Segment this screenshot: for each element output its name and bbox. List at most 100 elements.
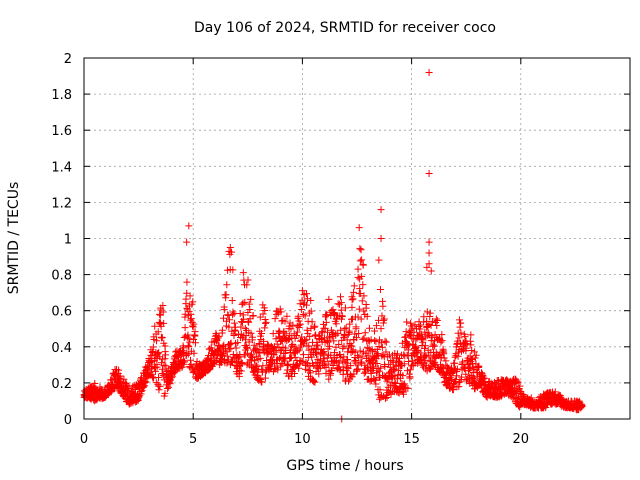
data-point <box>449 386 457 394</box>
data-point <box>289 321 297 329</box>
data-point <box>192 339 200 347</box>
data-point <box>298 287 306 295</box>
data-point <box>225 316 233 324</box>
data-point <box>348 296 356 304</box>
data-point <box>340 353 348 361</box>
data-point <box>296 320 304 328</box>
data-point <box>384 375 392 383</box>
data-point <box>186 292 194 300</box>
y-tick-label: 0 <box>64 413 72 428</box>
data-point <box>381 394 389 402</box>
data-point <box>252 361 260 369</box>
data-point <box>407 362 415 370</box>
data-point <box>159 308 167 316</box>
data-point <box>226 341 234 349</box>
data-point <box>311 322 319 330</box>
data-point <box>261 319 269 327</box>
outlier-point <box>425 68 433 76</box>
data-point <box>371 376 379 384</box>
data-point <box>239 269 247 277</box>
data-point <box>237 323 245 331</box>
data-point <box>149 373 157 381</box>
data-point <box>261 324 269 332</box>
data-point <box>433 321 441 329</box>
data-point <box>238 318 246 326</box>
data-point <box>307 324 315 332</box>
data-point <box>236 310 244 318</box>
data-point <box>281 357 289 365</box>
data-point <box>376 386 384 394</box>
outlier-point <box>425 170 433 178</box>
data-point <box>421 328 429 336</box>
grid <box>84 58 630 419</box>
data-point <box>313 341 321 349</box>
data-point <box>153 337 161 345</box>
data-point <box>410 328 418 336</box>
data-point <box>291 353 299 361</box>
data-point <box>341 325 349 333</box>
data-point <box>351 330 359 338</box>
data-point <box>360 369 368 377</box>
data-point <box>220 341 228 349</box>
data-point <box>341 304 349 312</box>
data-point <box>247 295 255 303</box>
data-point <box>296 300 304 308</box>
data-point <box>273 310 281 318</box>
ticks <box>83 57 630 420</box>
data-point <box>303 290 311 298</box>
data-point <box>346 320 354 328</box>
data-point <box>159 371 167 379</box>
data-point <box>379 302 387 310</box>
data-point <box>312 331 320 339</box>
data-point <box>376 285 384 293</box>
data-point <box>306 332 314 340</box>
y-tick-label: 0.4 <box>51 341 72 356</box>
data-point <box>318 328 326 336</box>
data-point <box>186 338 194 346</box>
data-point <box>349 295 357 303</box>
data-point <box>381 337 389 345</box>
data-point <box>375 367 383 375</box>
data-point <box>180 358 188 366</box>
data-point <box>352 356 360 364</box>
data-point <box>252 345 260 353</box>
data-point <box>187 356 195 364</box>
outlier-point <box>425 238 433 246</box>
data-point <box>381 363 389 371</box>
data-point <box>228 357 236 365</box>
data-point <box>185 343 193 351</box>
data-point <box>337 306 345 314</box>
data-point <box>383 393 391 401</box>
data-point <box>155 349 163 357</box>
data-point <box>403 318 411 326</box>
data-point <box>319 348 327 356</box>
data-point <box>359 260 367 268</box>
data-point <box>391 379 399 387</box>
data-point <box>107 388 115 396</box>
data-point <box>190 349 198 357</box>
y-tick-label: 1.8 <box>51 88 72 103</box>
data-point <box>181 324 189 332</box>
outlier-point <box>375 256 383 264</box>
data-point <box>327 370 335 378</box>
data-point <box>254 366 262 374</box>
data-point <box>331 310 339 318</box>
x-tick-label: 0 <box>80 432 88 447</box>
outlier-point <box>425 260 433 268</box>
data-point <box>358 272 366 280</box>
data-point <box>306 369 314 377</box>
data-point <box>478 370 486 378</box>
data-point <box>324 337 332 345</box>
data-point <box>377 325 385 333</box>
data-point <box>334 300 342 308</box>
data-point <box>310 378 318 386</box>
data-point <box>230 310 238 318</box>
data-point <box>241 298 249 306</box>
data-point <box>426 309 434 317</box>
data-point <box>303 295 311 303</box>
data-point <box>455 316 463 324</box>
data-point <box>425 363 433 371</box>
y-tick-label: 1.4 <box>51 160 72 175</box>
data-point <box>277 308 285 316</box>
data-point <box>325 295 333 303</box>
